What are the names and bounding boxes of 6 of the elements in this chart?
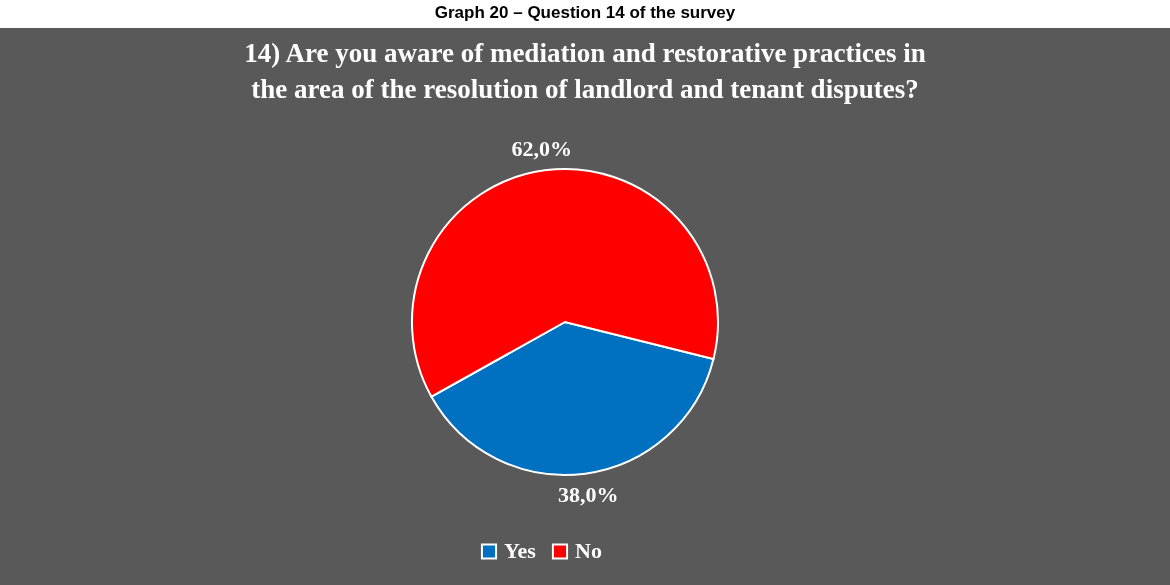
legend-label: Yes: [504, 538, 537, 564]
legend-label: No: [575, 538, 602, 564]
data-label: 62,0%: [511, 135, 573, 161]
data-label: 38,0%: [557, 482, 619, 508]
chart-title: 14) Are you aware of mediation and restorative practices in the area of the resolution of landlord and tenant disputes?: [244, 38, 926, 104]
caption: Graph 20 – Question 14 of the survey: [434, 3, 736, 22]
